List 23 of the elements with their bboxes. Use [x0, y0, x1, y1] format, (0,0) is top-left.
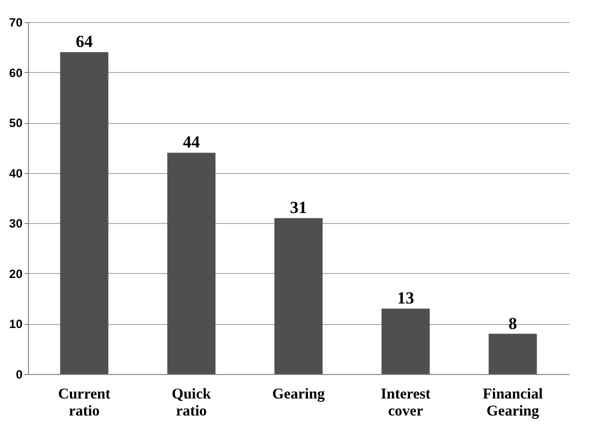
x-tick-label: Gearing — [272, 386, 326, 402]
y-tick-label: 60 — [9, 66, 23, 80]
y-tick-label: 10 — [9, 317, 23, 332]
y-tick-label: 30 — [9, 216, 23, 231]
data-label: 44 — [182, 132, 200, 152]
x-tick-label: Current ratio — [58, 386, 110, 420]
x-tick-label: Financial Gearing — [482, 386, 543, 420]
bar — [274, 218, 323, 374]
y-tick-label: 20 — [9, 266, 23, 281]
data-label: 31 — [290, 198, 307, 218]
bar — [488, 334, 537, 374]
data-label: 64 — [76, 32, 94, 52]
x-tick-label: Interest cover — [380, 386, 430, 420]
y-tick-label: 0 — [16, 368, 23, 382]
y-tick-label: 70 — [9, 16, 23, 30]
y-tick-label: 50 — [9, 116, 23, 130]
data-label: 8 — [508, 314, 518, 333]
bar — [382, 308, 430, 374]
y-tick-label: 40 — [9, 166, 23, 180]
bar — [60, 52, 108, 374]
data-label: 13 — [397, 288, 414, 308]
x-tick-label: Quick ratio — [172, 386, 212, 420]
bar — [167, 152, 216, 374]
